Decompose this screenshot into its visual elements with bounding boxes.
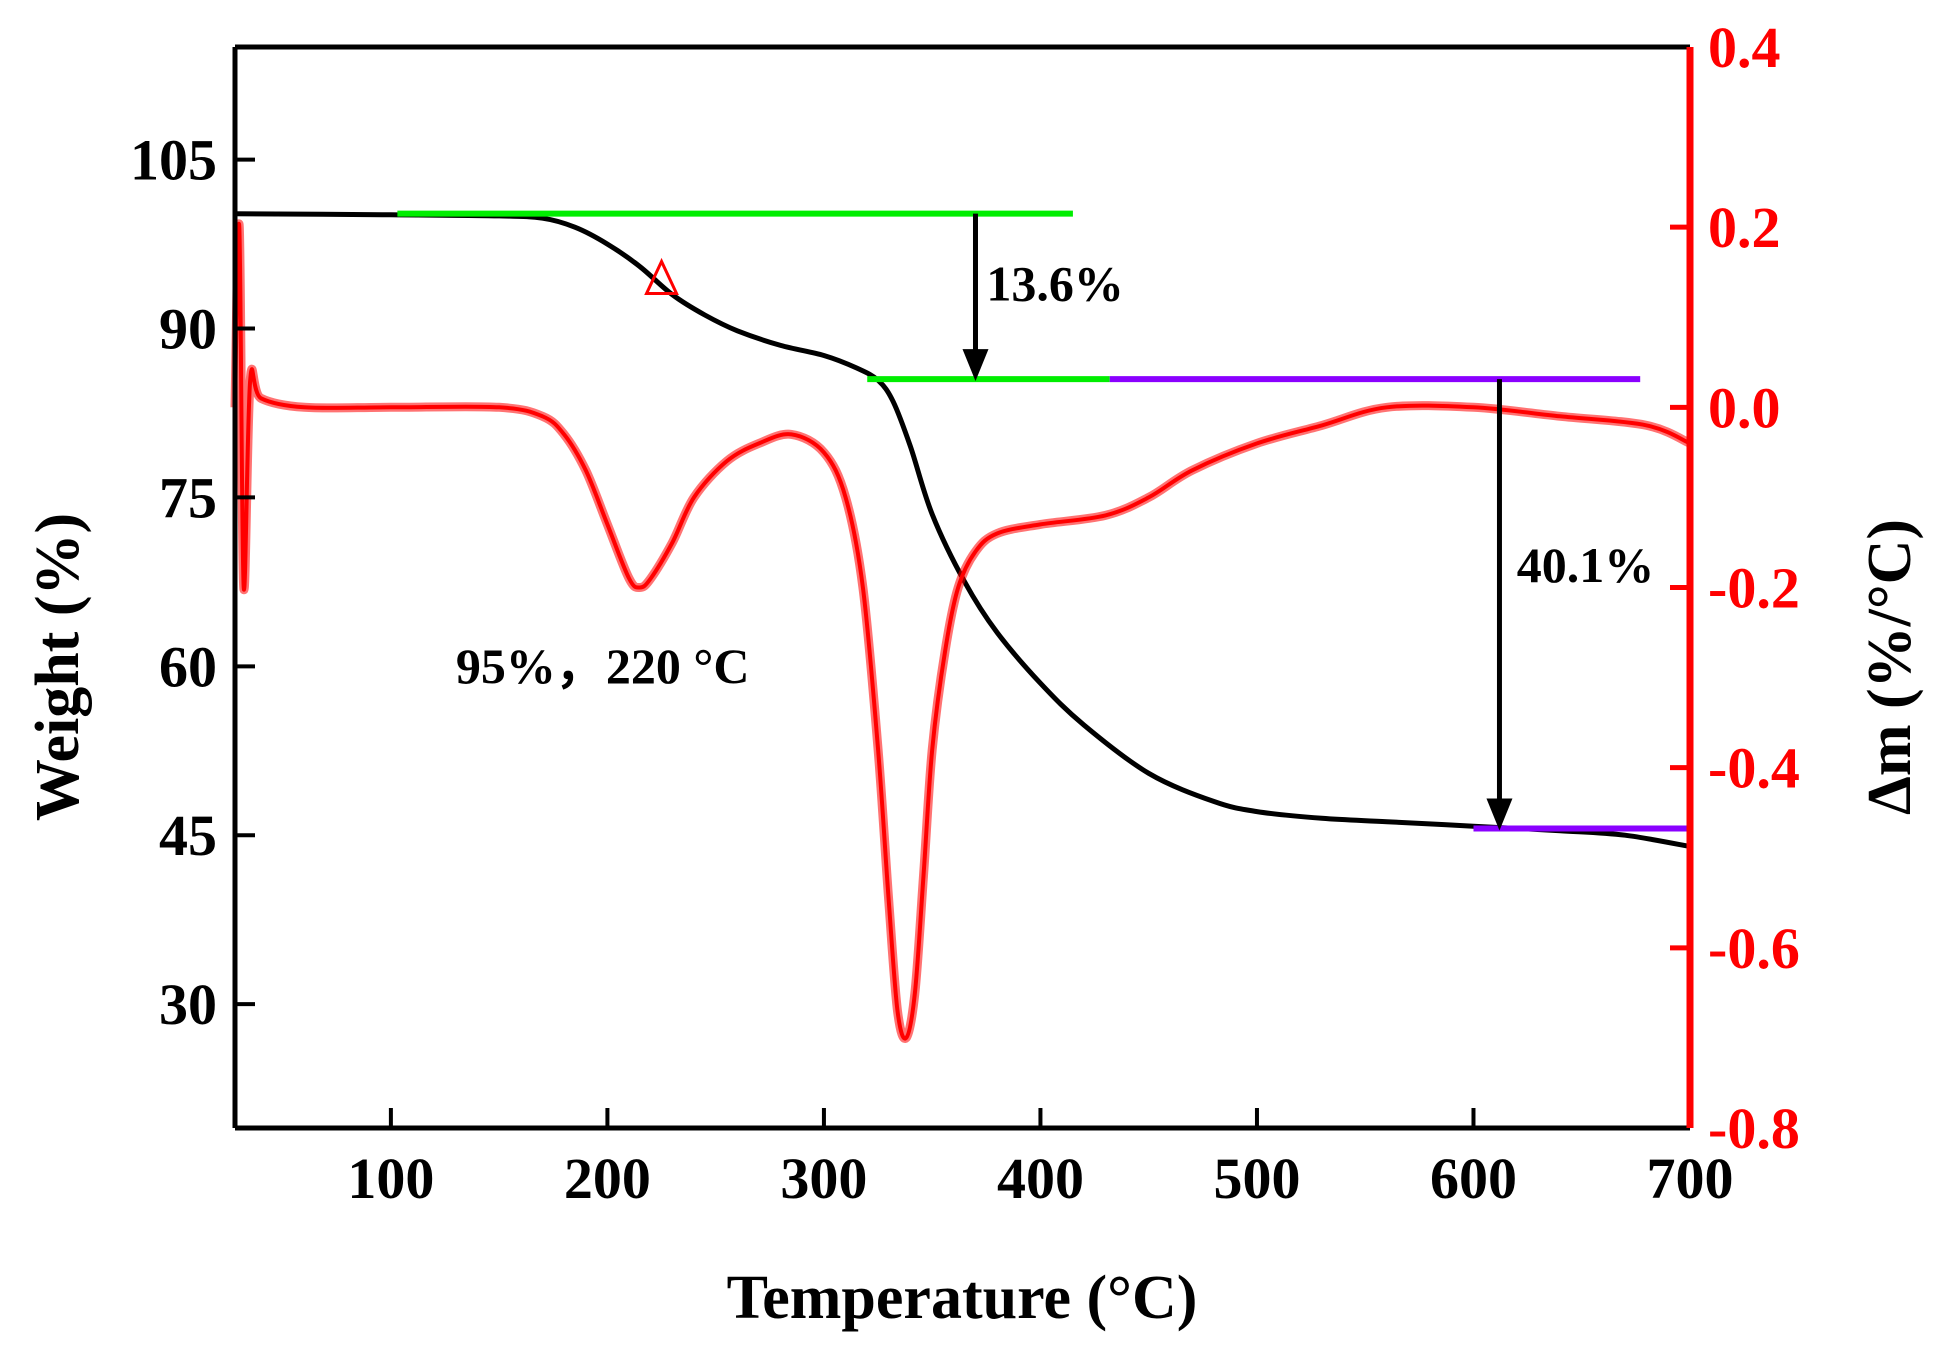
- dtg-series-line: [233, 221, 1691, 1041]
- annotation-0: 13.6%: [986, 255, 1123, 311]
- y-left-tick-label: 105: [130, 128, 217, 193]
- dtg-series-noise-band: [230, 219, 1692, 1044]
- y-right-tick-label: -0.2: [1708, 556, 1800, 621]
- arrow-13-6-head: [962, 349, 989, 382]
- plot-frame: [232, 44, 1694, 1131]
- x-axis-title: Temperature (°C): [727, 1264, 1198, 1332]
- y-right-tick-label: 0.4: [1708, 15, 1781, 80]
- x-tick-label: 200: [564, 1146, 651, 1211]
- y-right-tick-label: -0.4: [1708, 736, 1800, 801]
- tick-labels-layer: 100 200 300 400 500 600 700 30 45 60 75 90 105 -0.8 -0…: [130, 15, 1800, 1211]
- annotation-2: 95%，220 °C: [456, 638, 750, 694]
- x-tick-label: 700: [1647, 1146, 1734, 1211]
- y-right-tick-label: 0.2: [1708, 195, 1781, 260]
- y-right-tick-label: -0.8: [1708, 1096, 1800, 1161]
- triangle-marker: [644, 257, 679, 295]
- annotations-layer: 13.6% 40.1% 95%，220 °C: [456, 255, 1654, 694]
- tg-series-line: [234, 211, 1691, 849]
- reference-lines-layer: [397, 210, 1690, 832]
- y-left-tick-label: 30: [159, 972, 217, 1037]
- x-tick-label: 300: [780, 1146, 867, 1211]
- y-left-tick-label: 60: [159, 634, 217, 699]
- y-left-tick-label: 90: [159, 297, 217, 362]
- y-left-tick-label: 75: [159, 465, 217, 530]
- x-tick-label: 100: [347, 1146, 434, 1211]
- y-right-tick-label: -0.6: [1708, 916, 1800, 981]
- x-tick-label: 600: [1430, 1146, 1517, 1211]
- x-tick-label: 400: [997, 1146, 1084, 1211]
- y-axis-left-title: Weight (%): [24, 513, 92, 821]
- dtg-curve-layer: [230, 219, 1692, 1044]
- x-tick-label: 500: [1213, 1146, 1300, 1211]
- y-axis-right-title: Δm (%/°C): [1856, 519, 1924, 815]
- annotation-1: 40.1%: [1517, 537, 1655, 593]
- tg-curve-layer: [234, 211, 1691, 849]
- y-left-tick-label: 45: [159, 803, 217, 868]
- y-right-tick-label: 0.0: [1708, 375, 1781, 440]
- arrow-40-1-head: [1486, 798, 1513, 831]
